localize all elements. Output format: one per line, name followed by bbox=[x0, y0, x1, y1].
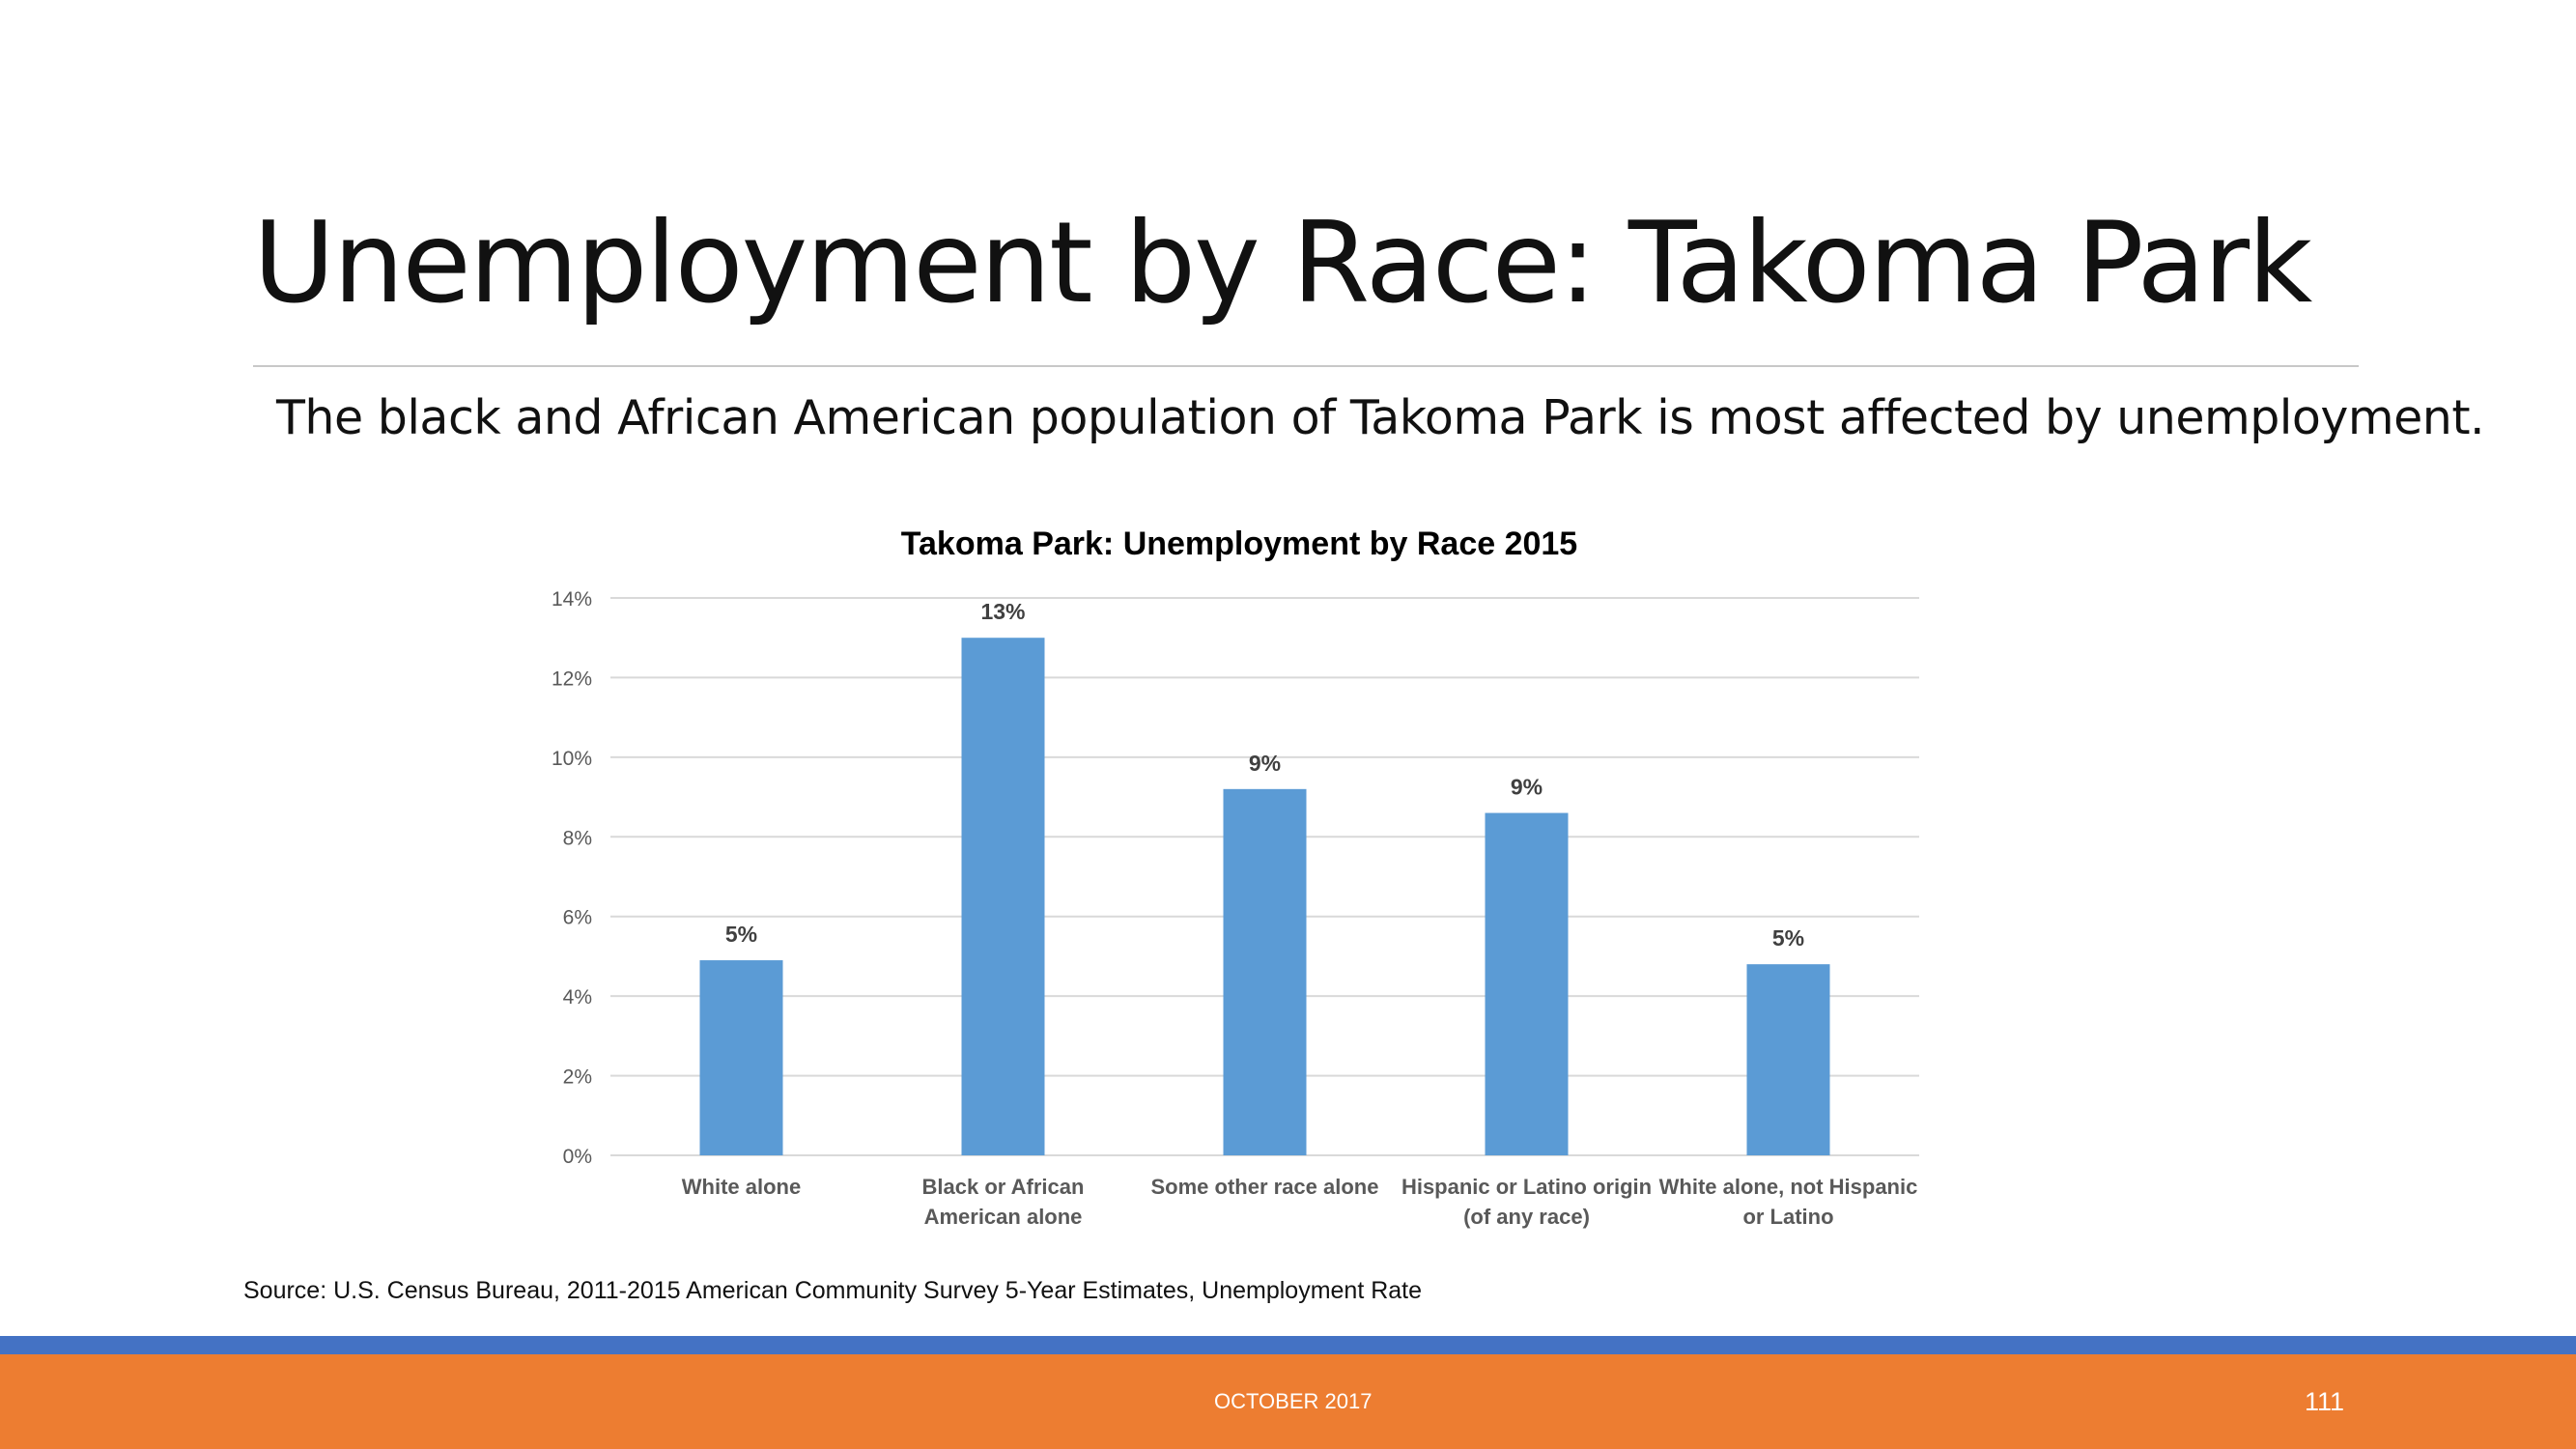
slide-subtitle: The black and African American populatio… bbox=[276, 390, 2485, 445]
y-tick-label: 8% bbox=[563, 827, 592, 849]
x-category-label: American alone bbox=[924, 1205, 1083, 1229]
unemployment-bar-chart: Takoma Park: Unemployment by Race 2015 0… bbox=[552, 526, 1919, 1229]
bar-value-label: 9% bbox=[1511, 775, 1543, 800]
bar bbox=[961, 638, 1045, 1155]
y-tick-label: 0% bbox=[563, 1146, 592, 1168]
y-tick-label: 2% bbox=[563, 1066, 592, 1089]
slide-title: Unemployment by Race: Takoma Park bbox=[253, 198, 2312, 328]
page-number: 111 bbox=[2305, 1387, 2345, 1416]
bar-value-label: 5% bbox=[725, 922, 757, 947]
y-tick-label: 12% bbox=[552, 668, 592, 690]
bar-value-label: 9% bbox=[1249, 751, 1281, 776]
bar bbox=[1223, 788, 1307, 1155]
x-category-label: or Latino bbox=[1742, 1205, 1833, 1229]
title-divider bbox=[253, 365, 2359, 367]
bar bbox=[699, 960, 783, 1155]
chart-title: Takoma Park: Unemployment by Race 2015 bbox=[901, 526, 1577, 562]
y-axis-tick-labels: 0% 2% 4% 6% 8% 10% 12% 14% bbox=[552, 588, 592, 1168]
data-labels: 5% 13% 9% 9% 5% bbox=[725, 599, 1804, 951]
y-tick-label: 10% bbox=[552, 748, 592, 770]
bar-value-label: 5% bbox=[1772, 925, 1804, 951]
y-tick-label: 6% bbox=[563, 907, 592, 929]
x-category-label: White alone bbox=[682, 1175, 801, 1199]
bar bbox=[1485, 812, 1569, 1155]
x-category-label: Some other race alone bbox=[1151, 1175, 1379, 1199]
source-note: Source: U.S. Census Bureau, 2011-2015 Am… bbox=[243, 1277, 1423, 1304]
x-category-label: (of any race) bbox=[1463, 1205, 1590, 1229]
x-category-label: Black or African bbox=[922, 1175, 1085, 1199]
footer-orange-band bbox=[0, 1354, 2576, 1449]
footer-blue-stripe bbox=[0, 1336, 2576, 1354]
y-tick-label: 4% bbox=[563, 986, 592, 1009]
footer-date: OCTOBER 2017 bbox=[1214, 1389, 1373, 1413]
bar-value-label: 13% bbox=[980, 599, 1025, 624]
bar bbox=[1746, 964, 1830, 1155]
x-axis-category-labels: White alone Black or African American alon… bbox=[682, 1175, 1918, 1229]
x-category-label: White alone, not Hispanic bbox=[1659, 1175, 1918, 1199]
bars bbox=[699, 638, 1830, 1155]
x-category-label: Hispanic or Latino origin bbox=[1401, 1175, 1652, 1199]
y-tick-label: 14% bbox=[552, 588, 592, 611]
